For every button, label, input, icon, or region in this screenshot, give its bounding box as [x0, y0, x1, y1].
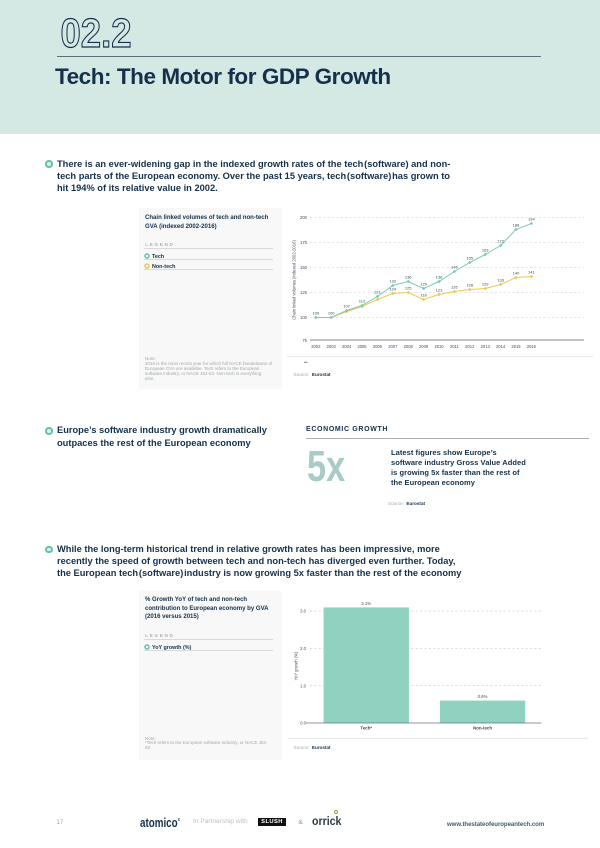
svg-text:100: 100 — [300, 315, 308, 320]
svg-text:02.2: 02.2 — [61, 10, 132, 56]
svg-text:2009: 2009 — [419, 344, 429, 349]
svg-text:123: 123 — [436, 287, 443, 292]
svg-text:200: 200 — [300, 215, 308, 220]
svg-text:155: 155 — [466, 255, 473, 260]
svg-text:140: 140 — [513, 270, 520, 275]
svg-text:3.1%: 3.1% — [361, 601, 371, 606]
svg-text:107: 107 — [343, 303, 350, 308]
svg-text:YoY growth (%): YoY growth (%) — [294, 651, 299, 680]
svg-text:2012: 2012 — [465, 344, 475, 349]
svg-text:2011: 2011 — [450, 344, 460, 349]
svg-text:2015: 2015 — [511, 344, 521, 349]
svg-text:2010: 2010 — [434, 344, 444, 349]
svg-text:1.0: 1.0 — [300, 683, 306, 688]
svg-text:129: 129 — [420, 281, 427, 286]
svg-text:0.0: 0.0 — [300, 721, 306, 726]
svg-text:194: 194 — [528, 216, 535, 221]
svg-text:2007: 2007 — [388, 344, 398, 349]
svg-text:3.0: 3.0 — [300, 609, 306, 614]
svg-text:128: 128 — [466, 282, 473, 287]
svg-text:163: 163 — [482, 247, 489, 252]
svg-text:188: 188 — [513, 222, 520, 227]
svg-text:2006: 2006 — [373, 344, 383, 349]
svg-text:0.6%: 0.6% — [478, 694, 488, 699]
svg-text:Tech*: Tech* — [360, 726, 372, 731]
svg-text:172: 172 — [497, 238, 504, 243]
svg-text:175: 175 — [300, 240, 308, 245]
svg-text:133: 133 — [497, 277, 504, 282]
svg-text:75: 75 — [302, 338, 307, 343]
svg-text:2014: 2014 — [496, 344, 506, 349]
svg-text:136: 136 — [436, 274, 443, 279]
svg-text:150: 150 — [300, 265, 308, 270]
svg-text:126: 126 — [451, 284, 458, 289]
svg-text:124: 124 — [389, 286, 396, 291]
svg-text:2016: 2016 — [527, 344, 537, 349]
svg-text:121: 121 — [374, 289, 381, 294]
svg-text:141: 141 — [528, 269, 535, 274]
svg-text:100: 100 — [312, 310, 319, 315]
svg-text:2004: 2004 — [342, 344, 352, 349]
svg-text:118: 118 — [420, 292, 427, 297]
svg-text:2003: 2003 — [327, 344, 337, 349]
svg-text:2008: 2008 — [404, 344, 414, 349]
svg-text:132: 132 — [389, 278, 396, 283]
svg-text:125: 125 — [405, 285, 412, 290]
svg-text:2002: 2002 — [311, 344, 321, 349]
svg-text:2013: 2013 — [481, 344, 491, 349]
svg-text:Chain linked volumes (indexed: Chain linked volumes (indexed 2002-2016) — [292, 240, 297, 320]
svg-text:Non-tech: Non-tech — [473, 726, 492, 731]
svg-text:2005: 2005 — [357, 344, 367, 349]
svg-text:129: 129 — [482, 281, 489, 286]
svg-text:136: 136 — [405, 274, 412, 279]
svg-text:112: 112 — [359, 298, 366, 303]
svg-text:146: 146 — [451, 264, 458, 269]
svg-text:2.0: 2.0 — [300, 646, 306, 651]
svg-text:100: 100 — [328, 310, 335, 315]
svg-text:125: 125 — [300, 290, 308, 295]
